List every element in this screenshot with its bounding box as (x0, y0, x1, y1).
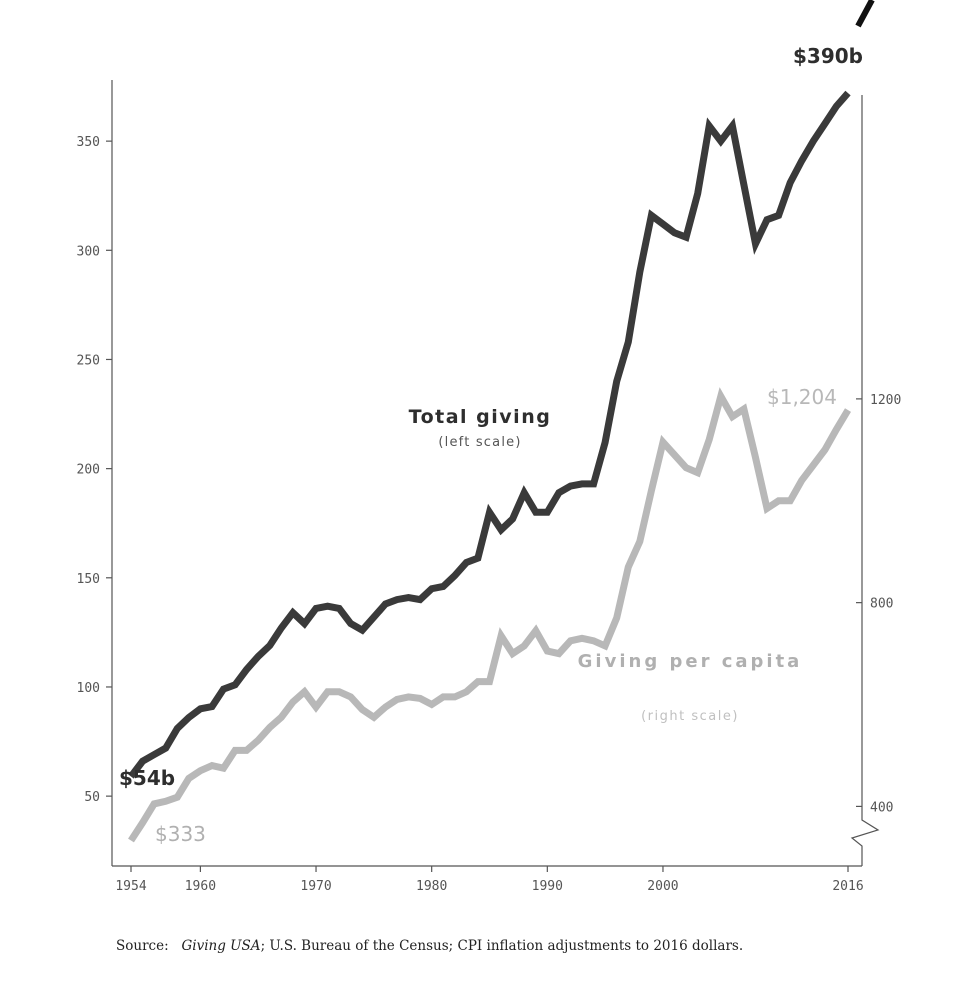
per-capita-label: Giving per capita (578, 651, 803, 672)
total-giving-line (128, 90, 851, 779)
source-rest: ; U.S. Bureau of the Census; CPI inflati… (260, 938, 744, 954)
left-tick-label: 50 (84, 790, 100, 805)
source-title: Giving USA (181, 938, 261, 954)
x-tick-label: 1990 (532, 879, 563, 894)
per-capita-start-label: $333 (155, 822, 206, 846)
left-tick-label: 350 (77, 135, 100, 150)
right-tick-label: 1200 (870, 393, 901, 408)
x-tick-label: 1954 (115, 879, 146, 894)
series-layer (128, 90, 851, 843)
left-tick-label: 150 (77, 572, 100, 587)
corner-pen-stroke (855, 0, 875, 28)
per-capita-line (128, 387, 851, 843)
left-tick-label: 100 (77, 681, 100, 696)
left-tick-label: 200 (77, 463, 100, 478)
tick-group: 1954 1960 1970 1980 1990 2000 2016 50 100 150 200 2… (77, 135, 902, 894)
x-tick-label: 1970 (300, 879, 331, 894)
left-tick-label: 300 (77, 244, 100, 259)
x-tick-label: 1980 (416, 879, 447, 894)
source-prefix: Source: (116, 938, 169, 954)
x-tick-label: 1960 (185, 879, 216, 894)
total-giving-scale-note: (left scale) (438, 435, 521, 450)
x-tick-label: 2000 (647, 879, 678, 894)
total-end-label: $390b (793, 44, 863, 68)
right-axis-line (850, 95, 880, 866)
right-tick-label: 800 (870, 597, 893, 612)
per-capita-end-label: $1,204 (767, 385, 837, 409)
left-tick-label: 250 (77, 353, 100, 368)
x-tick-label: 2016 (832, 879, 863, 894)
chart-axes (111, 80, 880, 867)
total-start-label: $54b (119, 766, 175, 790)
right-tick-label: 400 (870, 800, 893, 815)
source-note: Source: Giving USA; U.S. Bureau of the C… (116, 938, 916, 954)
total-giving-label: Total giving (409, 406, 552, 428)
per-capita-scale-note: (right scale) (641, 709, 739, 724)
